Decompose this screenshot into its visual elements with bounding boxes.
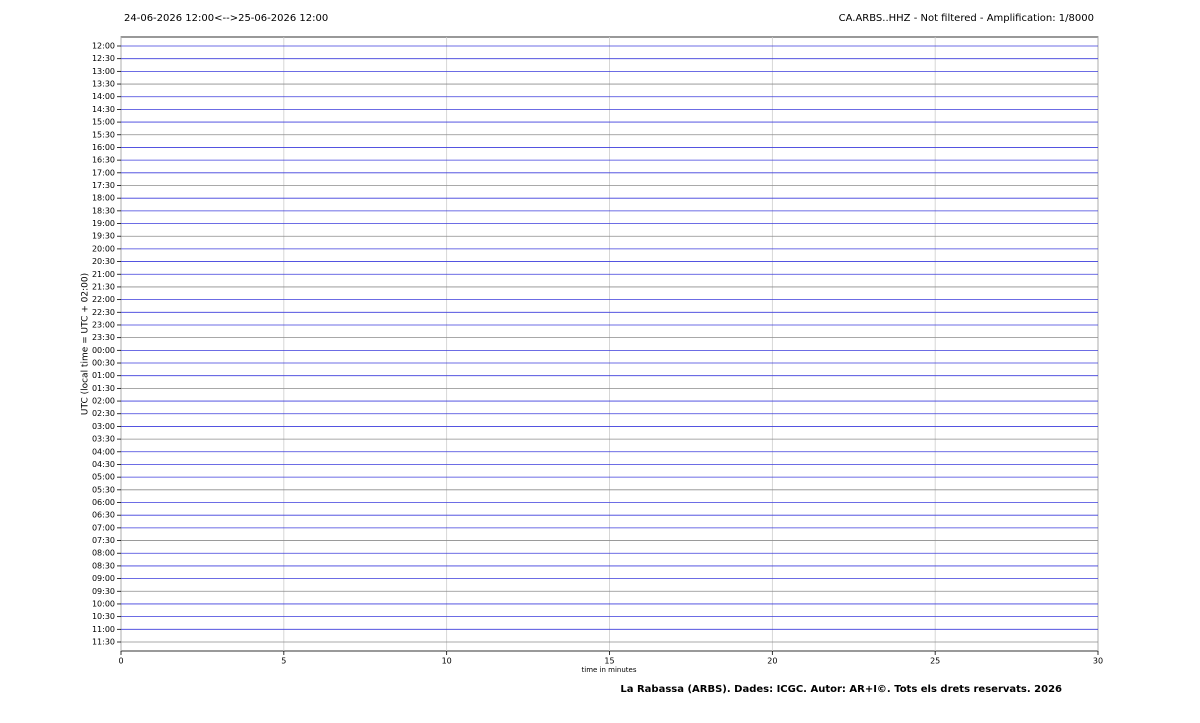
title-left: 24-06-2026 12:00<-->25-06-2026 12:00 (124, 13, 328, 24)
y-tick-label: 13:00 (92, 67, 115, 76)
y-tick-label: 16:30 (92, 156, 115, 165)
y-tick-label: 19:30 (92, 232, 115, 241)
y-tick-label: 21:00 (92, 270, 115, 279)
y-tick-label: 14:00 (92, 92, 115, 101)
x-tick-label: 5 (281, 657, 286, 666)
y-tick-label: 07:30 (92, 536, 115, 545)
x-tick-label: 15 (604, 657, 614, 666)
y-tick-label: 05:00 (92, 473, 115, 482)
y-tick-label: 03:30 (92, 435, 115, 444)
y-tick-label: 23:00 (92, 320, 115, 329)
y-tick-label: 11:00 (92, 625, 115, 634)
y-tick-label: 10:30 (92, 612, 115, 621)
y-tick-label: 09:00 (92, 574, 115, 583)
y-tick-label: 02:00 (92, 397, 115, 406)
y-tick-label: 06:30 (92, 511, 115, 520)
x-tick-label: 0 (118, 657, 123, 666)
y-tick-label: 22:30 (92, 308, 115, 317)
y-tick-label: 02:30 (92, 409, 115, 418)
y-tick-label: 04:00 (92, 447, 115, 456)
y-tick-label: 21:30 (92, 282, 115, 291)
y-tick-label: 07:00 (92, 523, 115, 532)
x-tick-label: 20 (767, 657, 777, 666)
y-tick-label: 16:00 (92, 143, 115, 152)
y-tick-label: 23:30 (92, 333, 115, 342)
y-tick-label: 10:00 (92, 599, 115, 608)
y-tick-label: 15:30 (92, 130, 115, 139)
y-tick-label: 18:30 (92, 206, 115, 215)
title-right: CA.ARBS..HHZ - Not filtered - Amplificat… (839, 13, 1094, 24)
y-axis-label: UTC (local time = UTC + 02:00) (81, 273, 91, 415)
y-tick-label: 20:30 (92, 257, 115, 266)
y-tick-label: 15:00 (92, 118, 115, 127)
footer: La Rabassa (ARBS). Dades: ICGC. Autor: A… (620, 684, 1062, 695)
y-tick-label: 04:30 (92, 460, 115, 469)
y-tick-label: 05:30 (92, 485, 115, 494)
y-tick-label: 12:00 (92, 42, 115, 51)
y-tick-label: 09:30 (92, 587, 115, 596)
y-tick-label: 08:00 (92, 549, 115, 558)
y-tick-label: 17:30 (92, 181, 115, 190)
y-tick-label: 01:00 (92, 371, 115, 380)
y-tick-label: 08:30 (92, 561, 115, 570)
y-tick-label: 20:00 (92, 244, 115, 253)
y-tick-label: 00:00 (92, 346, 115, 355)
y-tick-label: 03:00 (92, 422, 115, 431)
x-tick-label: 30 (1093, 657, 1103, 666)
y-tick-label: 01:30 (92, 384, 115, 393)
y-tick-label: 11:30 (92, 638, 115, 647)
x-axis-label: time in minutes (582, 666, 637, 674)
x-tick-label: 25 (930, 657, 940, 666)
y-tick-label: 18:00 (92, 194, 115, 203)
y-tick-label: 22:00 (92, 295, 115, 304)
x-tick-label: 10 (442, 657, 452, 666)
y-tick-label: 13:30 (92, 80, 115, 89)
y-tick-label: 00:30 (92, 359, 115, 368)
y-tick-label: 19:00 (92, 219, 115, 228)
y-tick-label: 06:00 (92, 498, 115, 507)
y-tick-label: 12:30 (92, 54, 115, 63)
y-tick-label: 14:30 (92, 105, 115, 114)
y-tick-label: 17:00 (92, 168, 115, 177)
